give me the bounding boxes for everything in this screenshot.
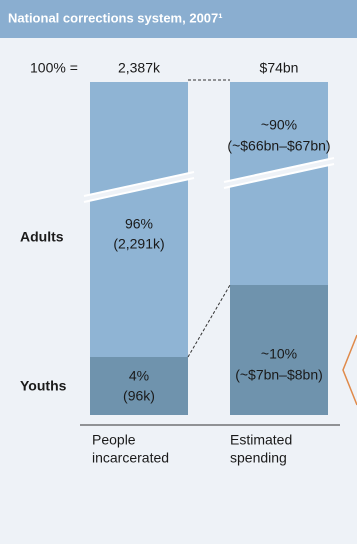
total-people: 2,387k	[118, 60, 161, 76]
total-spending: $74bn	[260, 60, 299, 76]
break-line	[223, 157, 335, 183]
callout-edge	[342, 334, 357, 406]
segment-detail: (2,291k)	[113, 236, 164, 252]
segment-detail: (96k)	[123, 388, 155, 404]
segment-share: ~90%	[261, 117, 297, 133]
segment-share: 96%	[125, 216, 153, 232]
bar-segment	[90, 82, 188, 357]
segment-detail: (~$66bn–$67bn)	[227, 138, 330, 154]
break-line	[223, 163, 335, 189]
break-line	[83, 171, 195, 197]
break-mark	[224, 158, 334, 188]
connector	[187, 284, 231, 358]
row-label: Adults	[20, 229, 64, 245]
bar-segment	[230, 285, 328, 415]
bar-caption: Estimated	[230, 432, 292, 448]
segment-detail: (~$7bn–$8bn)	[235, 367, 323, 383]
segment-share: 4%	[129, 368, 149, 384]
break-mark	[84, 172, 194, 202]
header-title: National corrections system, 2007¹	[8, 10, 223, 25]
bar-caption: incarcerated	[92, 450, 169, 466]
total-label: 100% =	[30, 60, 78, 76]
segment-share: ~10%	[261, 346, 297, 362]
bar-caption: People	[92, 432, 136, 448]
row-label: Youths	[20, 378, 67, 394]
bar-caption: spending	[230, 450, 287, 466]
header-bar	[0, 0, 357, 38]
break-line	[83, 177, 195, 203]
bar-segment	[90, 357, 188, 415]
